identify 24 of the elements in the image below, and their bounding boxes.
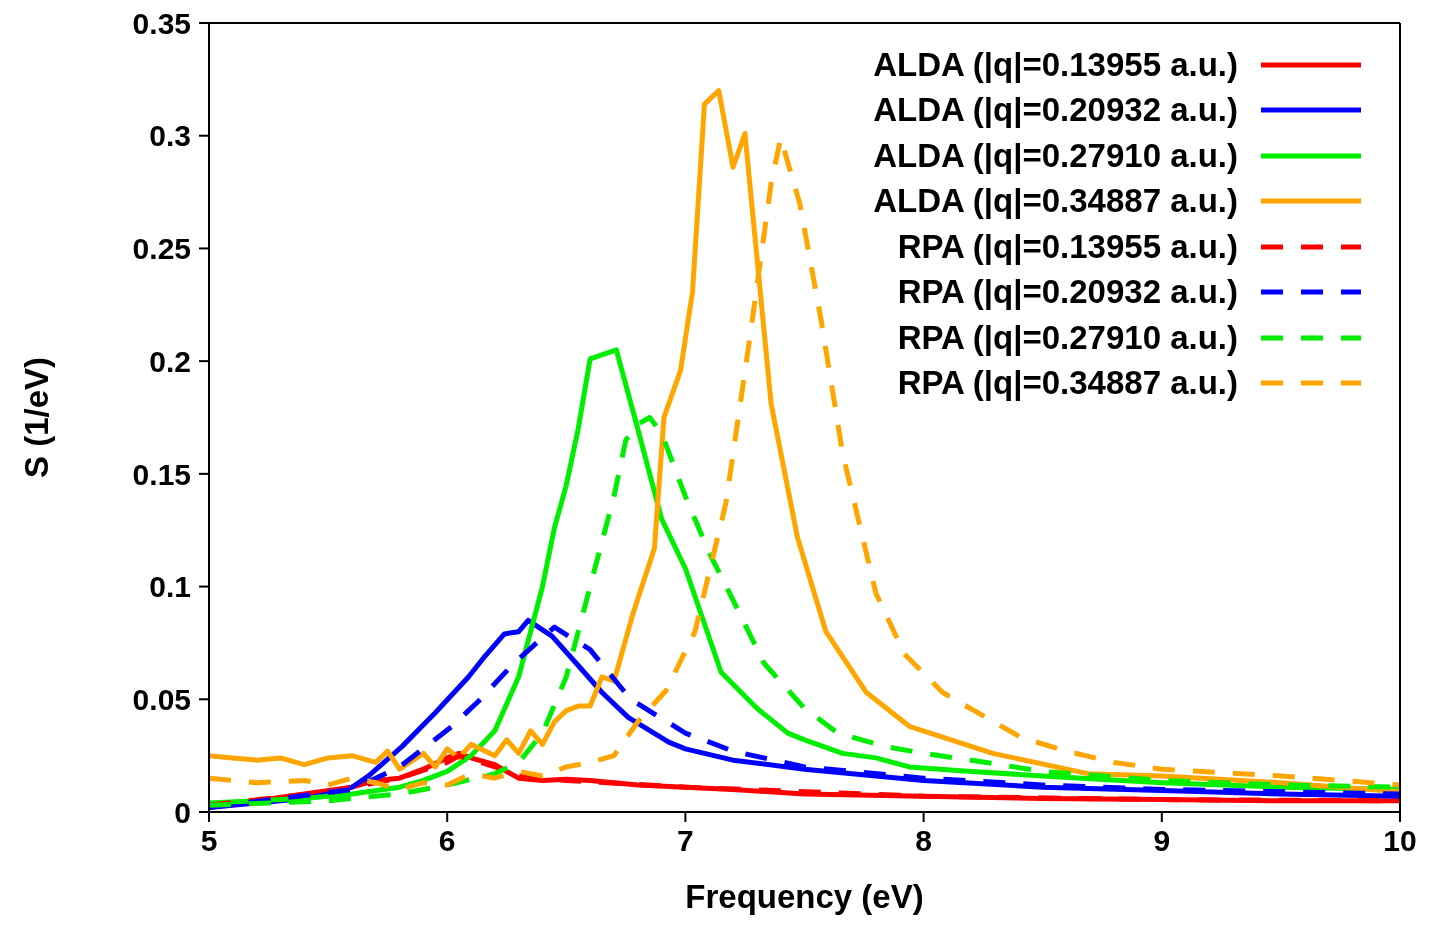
x-axis-title: Frequency (eV)	[685, 878, 924, 915]
y-tick-label: 0.35	[132, 6, 191, 40]
y-tick-label: 0.2	[149, 344, 191, 378]
legend-label: ALDA (|q|=0.34887 a.u.)	[873, 182, 1238, 221]
x-tick-label: 10	[1383, 824, 1417, 858]
legend-label: RPA (|q|=0.13955 a.u.)	[897, 227, 1238, 266]
y-tick-label: 0.25	[132, 232, 191, 266]
x-tick-label: 6	[438, 824, 456, 858]
legend-label: RPA (|q|=0.34887 a.u.)	[897, 364, 1238, 403]
x-tick-label: 8	[915, 824, 932, 858]
x-tick-label: 7	[677, 824, 694, 858]
legend-label: ALDA (|q|=0.13955 a.u.)	[873, 45, 1238, 84]
x-tick-label: 9	[1153, 824, 1171, 858]
y-tick-label: 0.1	[149, 570, 191, 604]
x-tick-label: 5	[200, 824, 218, 858]
y-tick-label: 0	[174, 795, 191, 829]
legend-label: RPA (|q|=0.27910 a.u.)	[897, 318, 1238, 357]
legend-label: RPA (|q|=0.20932 a.u.)	[897, 273, 1238, 312]
legend-label: ALDA (|q|=0.20932 a.u.)	[873, 91, 1238, 130]
y-tick-label: 0.3	[149, 119, 191, 153]
y-tick-label: 0.05	[132, 682, 191, 716]
y-axis-title: S (1/eV)	[17, 356, 55, 479]
y-tick-label: 0.15	[132, 457, 191, 491]
legend-label: ALDA (|q|=0.27910 a.u.)	[873, 136, 1238, 175]
